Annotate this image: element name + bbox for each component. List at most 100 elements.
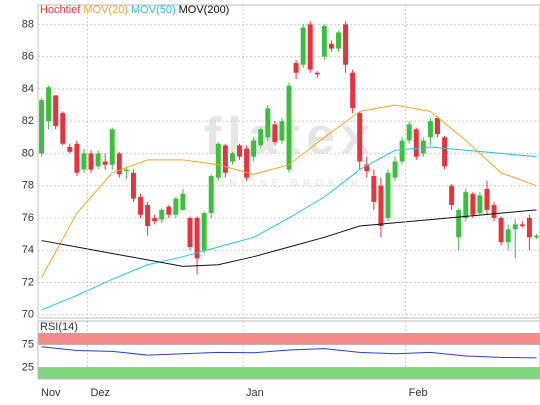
y-tick-label: 74 [22, 244, 34, 256]
candle-body [435, 117, 440, 135]
candle-body [67, 146, 73, 152]
candle-body [88, 153, 94, 170]
candle-body [53, 95, 59, 127]
candle-body [60, 113, 66, 144]
candle-body [173, 198, 179, 215]
candle-body [272, 124, 278, 143]
candle-body [378, 185, 384, 227]
candle-body [456, 209, 462, 238]
candle-body [343, 24, 349, 65]
candle-body [470, 193, 476, 215]
candle-body [95, 153, 101, 167]
candle-body [357, 113, 363, 162]
candle-body [286, 85, 292, 170]
candle-body [201, 213, 207, 251]
candle-body [371, 176, 377, 202]
y-tick-label: 70 [22, 309, 34, 321]
candle-body [229, 153, 235, 162]
candle-body [187, 217, 193, 248]
rsi-tick-label: 25 [22, 361, 34, 373]
candle-body [392, 161, 398, 178]
candle-body [498, 217, 504, 243]
candle-body [159, 209, 165, 220]
candle-body [116, 153, 122, 175]
candle-body [194, 217, 200, 259]
rsi-tick-label: 75 [22, 338, 34, 350]
x-tick-label: Feb [409, 387, 428, 399]
y-tick-label: 80 [22, 147, 34, 159]
candle-body [109, 129, 115, 165]
candle-body [442, 137, 448, 167]
candle-body [258, 129, 264, 146]
x-tick-label: Jan [246, 387, 264, 399]
candle-body [491, 205, 497, 218]
candle-body [427, 121, 433, 138]
candle-body [314, 72, 320, 75]
candle-body [420, 140, 426, 154]
y-tick-label: 82 [22, 115, 34, 127]
candle-body [519, 224, 525, 227]
candle-body [300, 27, 306, 65]
y-tick-label: 76 [22, 212, 34, 224]
candle-body [385, 172, 391, 218]
candle-body [512, 224, 518, 230]
watermark-sub: ONLINE BROKER [216, 179, 363, 190]
legend-title: Hochtief [40, 4, 81, 16]
moving-average [41, 104, 537, 278]
candle-body [74, 143, 80, 173]
y-tick-label: 86 [22, 51, 34, 63]
candle-body [123, 169, 129, 172]
x-tick-label: Dez [90, 387, 110, 399]
y-tick-label: 88 [22, 18, 34, 30]
candle-body [526, 217, 532, 238]
candle-body [336, 32, 341, 49]
candle-body [463, 192, 469, 218]
candle-body [237, 145, 242, 157]
legend-entry: MOV(200) [179, 4, 230, 16]
rsi-band-high [38, 333, 540, 345]
candle-body [215, 143, 221, 178]
rsi-title: RSI(14) [40, 321, 78, 333]
y-tick-label: 84 [22, 83, 34, 95]
candle-body [279, 121, 285, 141]
candle-body [477, 195, 483, 214]
candle-body [505, 229, 511, 243]
candle-body [180, 193, 186, 210]
candle-body [307, 24, 313, 70]
candle-body [81, 153, 87, 170]
candle-body [364, 164, 370, 172]
moving-average [41, 146, 537, 311]
candle-body [406, 124, 412, 141]
candle-body [265, 108, 271, 138]
x-tick-label: Nov [41, 387, 61, 399]
y-tick-label: 72 [22, 276, 34, 288]
rsi-line [41, 346, 537, 359]
candle-body [46, 87, 52, 122]
moving-average [41, 209, 537, 267]
candle-body [102, 161, 108, 165]
candle-body [145, 205, 151, 227]
candle-body [413, 129, 419, 157]
candle-body [222, 145, 228, 173]
y-tick-label: 78 [22, 180, 34, 192]
legend-entry: MOV(20) [83, 4, 128, 16]
candle-body [39, 100, 45, 154]
candle-body [350, 72, 356, 109]
rsi-area [37, 320, 540, 380]
candle-body [244, 148, 250, 178]
candle-body [399, 140, 405, 162]
candle-body [138, 196, 143, 215]
candle-body [293, 63, 299, 73]
candle-body [166, 206, 172, 215]
candle-body [484, 188, 490, 210]
candle-body [130, 172, 136, 199]
candle-body [533, 235, 539, 238]
legend-entry: MOV(50) [131, 4, 176, 16]
candle-body [449, 185, 455, 206]
candle-body [328, 43, 334, 49]
candle-body [321, 25, 327, 57]
candle-body [208, 176, 214, 214]
candle-body [152, 217, 158, 222]
candle-body [251, 140, 257, 157]
